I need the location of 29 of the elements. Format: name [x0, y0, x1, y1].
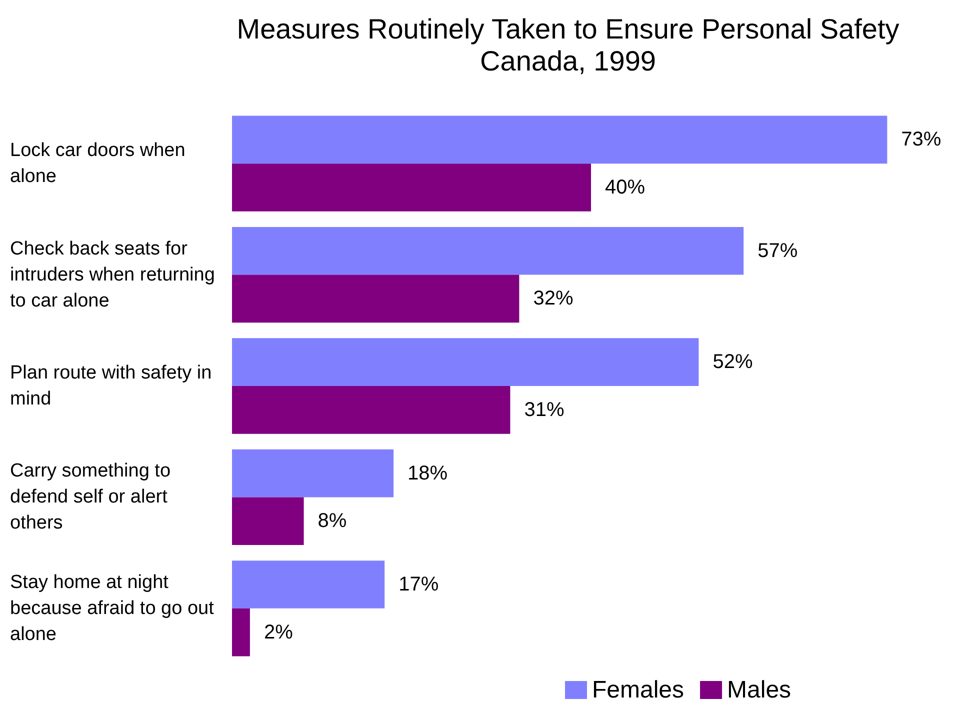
bar [232, 274, 520, 323]
data-label: 57% [758, 240, 798, 262]
y-tick-label: Carry something to defend self or alert others [10, 460, 176, 534]
bar [232, 560, 385, 608]
legend-label: Females [592, 676, 684, 704]
bar [232, 608, 250, 656]
bar [232, 164, 591, 212]
bar [232, 116, 888, 164]
bar [232, 497, 304, 546]
y-tick-label: Lock car doors when alone [10, 140, 191, 188]
data-label: 31% [524, 398, 564, 421]
bar [232, 386, 510, 434]
data-label: 40% [605, 176, 646, 199]
bar [232, 338, 699, 386]
data-label: 17% [398, 573, 439, 596]
data-label: 73% [901, 128, 942, 151]
y-tick-label: Stay home at night because afraid to go out alone [10, 572, 220, 645]
data-label: 8% [318, 510, 347, 532]
data-label: 52% [712, 351, 753, 374]
data-label: 18% [408, 462, 448, 484]
chart-subtitle: Canada, 1999 [480, 46, 656, 76]
bar [232, 449, 394, 498]
y-tick-label: Check back seats for intruders when returning to car alone [10, 238, 220, 312]
y-tick-label: Plan route with safety in mind [10, 362, 217, 410]
legend-label: Males [727, 676, 792, 704]
data-label: 2% [264, 621, 294, 644]
chart-title: Measures Routinely Taken to Ensure Personal Safety [236, 14, 900, 44]
bar [232, 226, 744, 275]
data-label: 32% [533, 288, 574, 310]
